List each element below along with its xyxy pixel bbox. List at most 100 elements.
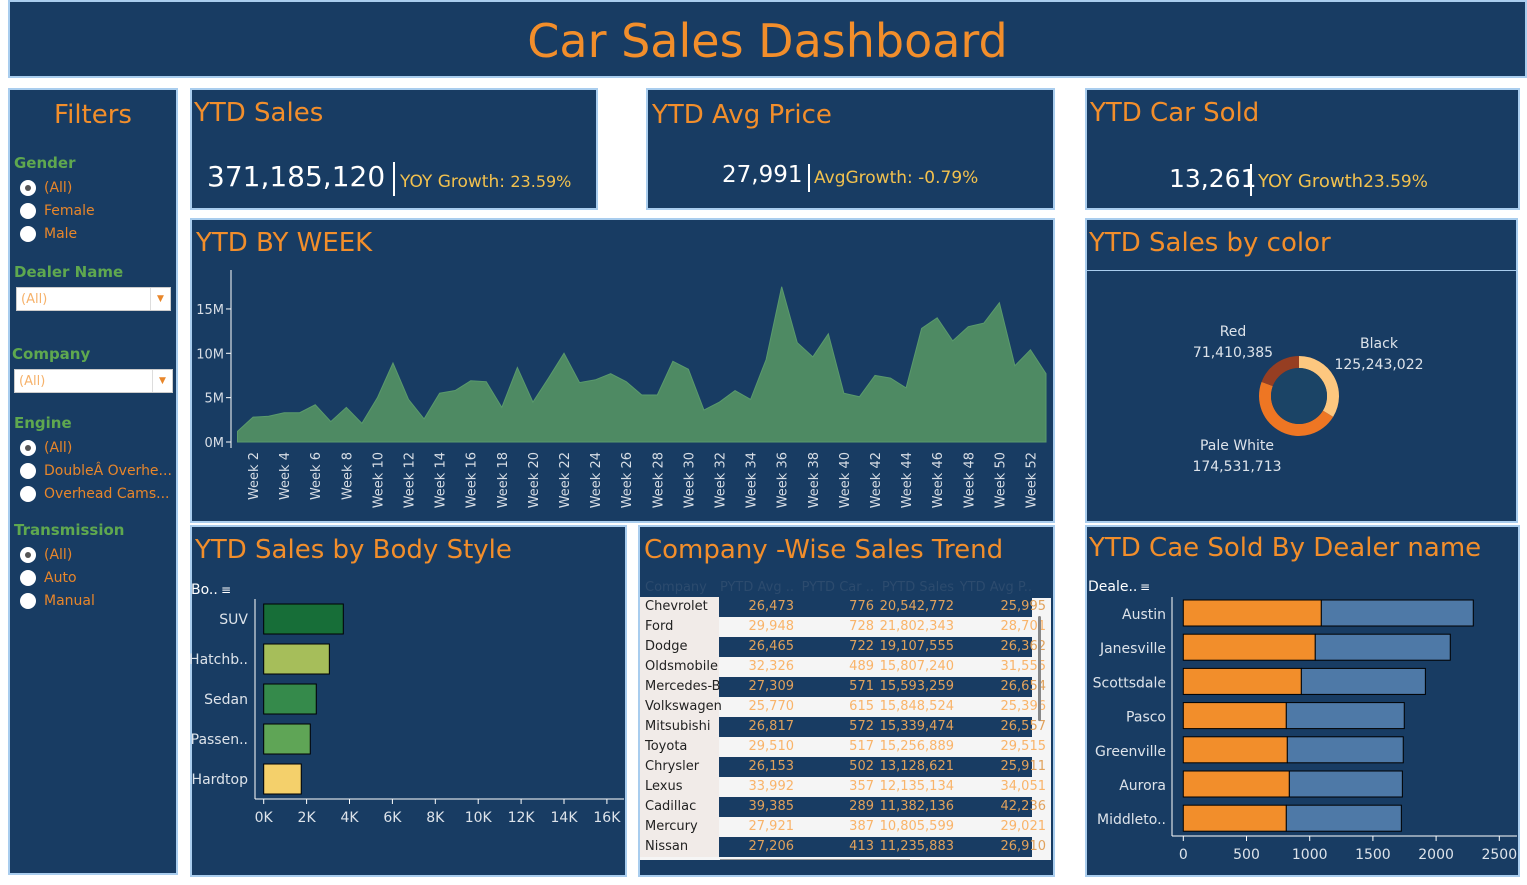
table-row[interactable]: Chrysler 26,153 502 13,128,621 25,911 bbox=[640, 757, 1046, 777]
company-cell: Nissan bbox=[640, 837, 719, 857]
gender-male-radio[interactable]: Male bbox=[20, 226, 77, 242]
value-cell: 722 bbox=[849, 639, 874, 654]
value-cell: 26,910 bbox=[1000, 839, 1047, 854]
value-cell: 34,051 bbox=[1000, 779, 1047, 794]
gender-all-radio[interactable]: (All) bbox=[20, 180, 72, 196]
value-cell: 15,848,524 bbox=[879, 699, 954, 714]
company-cell: Mitsubishi bbox=[640, 717, 719, 737]
value-cell: 20,542,772 bbox=[879, 599, 954, 614]
table-row[interactable]: Lexus 33,992 357 12,135,134 34,051 bbox=[640, 777, 1046, 797]
y-tick-label: 10M bbox=[196, 347, 224, 362]
table-row[interactable]: Oldsmobile 32,326 489 15,807,240 31,555 bbox=[640, 657, 1046, 677]
transmission-auto-radio[interactable]: Auto bbox=[20, 570, 77, 586]
category-label: Hatchb.. bbox=[189, 652, 248, 668]
bar-segment-Greenville bbox=[1182, 736, 1288, 764]
table-row[interactable]: Cadillac 39,385 289 11,382,136 42,236 bbox=[640, 797, 1046, 817]
value-cell: 489 bbox=[849, 659, 874, 674]
value-cell: 26,465 bbox=[748, 639, 795, 654]
chart-title: YTD Sales by color bbox=[1089, 228, 1331, 258]
x-tick-label: 6K bbox=[383, 810, 402, 826]
table-row[interactable]: Mercedes-B 27,309 571 15,593,259 26,654 bbox=[640, 677, 1046, 697]
x-tick-label: Week 6 bbox=[309, 452, 324, 500]
option-label: Overhead Cams... bbox=[44, 486, 170, 502]
value-cell: 42,236 bbox=[1000, 799, 1047, 814]
x-tick-label: 10K bbox=[465, 810, 493, 826]
value-cell: 26,817 bbox=[748, 719, 795, 734]
bar-segment-Janesville bbox=[1314, 633, 1451, 661]
value-cell: 11,235,883 bbox=[879, 839, 954, 854]
chart-title: Company -Wise Sales Trend bbox=[644, 535, 1004, 565]
x-tick-label: Week 44 bbox=[900, 452, 915, 508]
table-row[interactable]: Ford 29,948 728 21,802,343 28,701 bbox=[640, 617, 1046, 637]
chart-title: YTD BY WEEK bbox=[196, 228, 373, 258]
kpi-ytd-sales: YTD Sales 371,185,120 YOY Growth: 23.59% bbox=[190, 88, 598, 210]
x-tick-label: Week 26 bbox=[620, 452, 635, 508]
value-cell: 33,992 bbox=[748, 779, 795, 794]
bar-Passen.. bbox=[263, 723, 311, 755]
x-tick-label: 14K bbox=[551, 810, 579, 826]
slice-name-label: Black bbox=[1360, 336, 1399, 352]
value-cell: 32,326 bbox=[748, 659, 795, 674]
donut-slice-black bbox=[1299, 356, 1339, 417]
chevron-down-icon: ▼ bbox=[152, 370, 172, 392]
kpi-value: 27,991 bbox=[722, 162, 803, 188]
table-row[interactable]: Dodge 26,465 722 19,107,555 26,362 bbox=[640, 637, 1046, 657]
gender-female-radio[interactable]: Female bbox=[20, 203, 95, 219]
dealer-dropdown[interactable]: (All) ▼ bbox=[16, 287, 171, 311]
bar-segment-Pasco bbox=[1285, 702, 1405, 730]
radio-icon bbox=[20, 547, 36, 563]
value-cell: 27,309 bbox=[748, 679, 795, 694]
x-tick-label: Week 12 bbox=[403, 452, 418, 508]
column-header[interactable]: PYTD Sales bbox=[881, 580, 954, 595]
value-cell: 25,911 bbox=[1000, 759, 1047, 774]
company-cell: Dodge bbox=[640, 637, 719, 657]
company-dropdown[interactable]: (All) ▼ bbox=[14, 369, 173, 393]
radio-icon bbox=[20, 570, 36, 586]
slice-value-label: 125,243,022 bbox=[1334, 357, 1423, 373]
transmission-manual-radio[interactable]: Manual bbox=[20, 593, 95, 609]
y-tick-label: 5M bbox=[205, 392, 225, 407]
column-header[interactable]: PYTD Car .. bbox=[801, 580, 874, 595]
transmission-all-radio[interactable]: (All) bbox=[20, 547, 72, 563]
column-header[interactable]: PYTD Avg .. bbox=[719, 580, 794, 595]
column-header[interactable]: YTD Avg P.. bbox=[959, 580, 1032, 595]
vertical-scrollbar[interactable] bbox=[1038, 616, 1041, 721]
radio-icon bbox=[20, 463, 36, 479]
value-cell: 39,385 bbox=[748, 799, 795, 814]
horizontal-scrollbar[interactable] bbox=[720, 859, 910, 860]
option-label: Manual bbox=[44, 593, 95, 609]
table-row[interactable]: Volkswagen 25,770 615 15,848,524 25,396 bbox=[640, 697, 1046, 717]
value-cell: 21,802,343 bbox=[879, 619, 954, 634]
value-cell: 572 bbox=[849, 719, 874, 734]
table-row[interactable]: Chevrolet 26,473 776 20,542,772 25,995 bbox=[640, 597, 1046, 617]
divider bbox=[808, 164, 810, 192]
table-row[interactable]: Mercury 27,921 387 10,805,599 29,021 bbox=[640, 817, 1046, 837]
company-cell: Toyota bbox=[640, 737, 719, 757]
engine-all-radio[interactable]: (All) bbox=[20, 440, 72, 456]
engine-dohc-radio[interactable]: DoubleÂ Overhe... bbox=[20, 463, 172, 479]
donut-slice-red bbox=[1261, 356, 1299, 387]
x-tick-label: Week 2 bbox=[247, 452, 262, 500]
x-tick-label: Week 40 bbox=[838, 452, 853, 508]
value-cell: 27,921 bbox=[748, 819, 795, 834]
body-style-bar-chart: Bo.. ≡ SUV Hatchb.. Sedan Passen.. Hardtop 0K 2K… bbox=[189, 582, 624, 826]
engine-ohc-radio[interactable]: Overhead Cams... bbox=[20, 486, 169, 502]
dealer-bar-chart: Deale.. ≡ Austin Janesville Scottsdale Pasco G… bbox=[1088, 579, 1517, 863]
table-row[interactable]: Mitsubishi 26,817 572 15,339,474 26,557 bbox=[640, 717, 1046, 737]
radio-icon bbox=[20, 226, 36, 242]
column-header[interactable]: Company bbox=[645, 580, 707, 595]
kpi-ytd-avg-price: YTD Avg Price 27,991 AvgGrowth: -0.79% bbox=[646, 88, 1055, 210]
x-tick-label: Week 30 bbox=[682, 452, 697, 508]
table-row[interactable]: Nissan 27,206 413 11,235,883 26,910 bbox=[640, 837, 1046, 857]
x-tick-label: Week 4 bbox=[278, 452, 293, 500]
table-row[interactable]: Toyota 29,510 517 15,256,889 29,515 bbox=[640, 737, 1046, 757]
kpi-ytd-car-sold: YTD Car Sold 13,261 YOY Growth23.59% bbox=[1085, 88, 1520, 210]
category-label: Middleto.. bbox=[1097, 812, 1166, 828]
value-cell: 502 bbox=[849, 759, 874, 774]
category-label: Pasco bbox=[1126, 710, 1166, 726]
value-cell: 25,995 bbox=[1000, 599, 1047, 614]
category-label: Scottsdale bbox=[1093, 675, 1166, 691]
sort-icon: ≡ bbox=[221, 583, 231, 597]
x-tick-label: Week 46 bbox=[931, 452, 946, 508]
bar-Sedan bbox=[263, 683, 317, 715]
